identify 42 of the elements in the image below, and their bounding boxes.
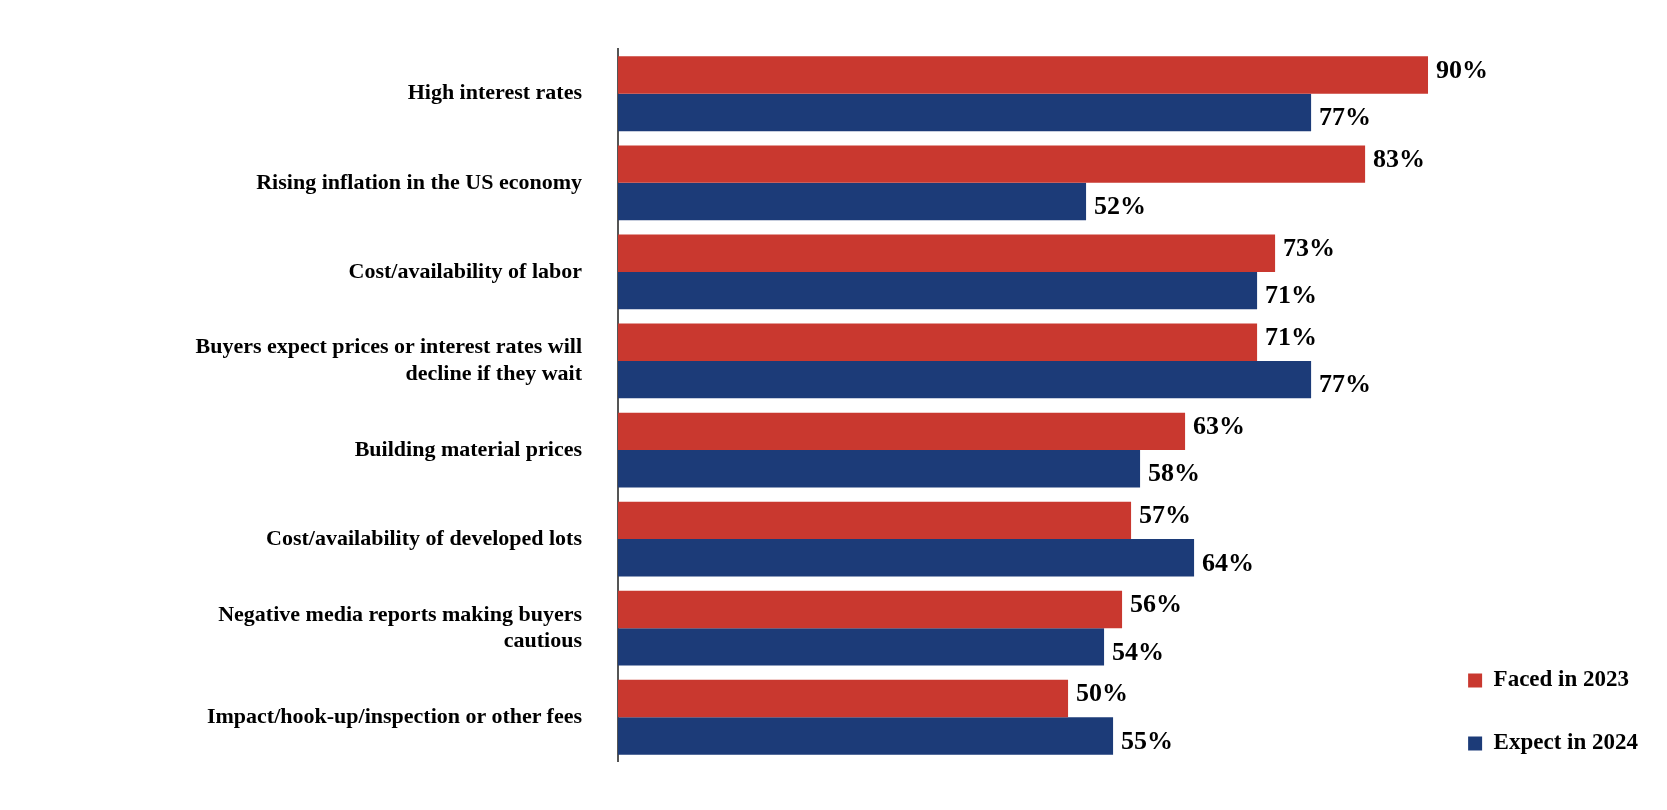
data-label: 64% (1202, 547, 1255, 577)
data-label: 58% (1148, 458, 1201, 488)
bar (618, 271, 1258, 310)
data-label: 90% (1436, 54, 1489, 84)
data-label: 50% (1076, 678, 1129, 708)
data-label: 56% (1130, 589, 1183, 619)
bar (618, 323, 1258, 361)
y-tick-label: Impact/hook-up/inspection or other fees (206, 702, 583, 728)
data-label: 55% (1121, 725, 1174, 755)
y-tick-label: Rising inflation in the US economy (256, 168, 582, 194)
data-label: 71% (1265, 280, 1318, 310)
bar (618, 234, 1276, 272)
y-tick-label: Cost/availability of labor (348, 257, 583, 283)
data-label: 73% (1283, 232, 1336, 262)
legend-label: Expect in 2024 (1493, 729, 1639, 755)
y-tick-label: High interest rates (407, 79, 583, 105)
data-label: 57% (1139, 500, 1192, 530)
bar (618, 93, 1312, 132)
y-tick-label: Negative media reports making buyers cautious (218, 600, 583, 653)
bar (618, 501, 1132, 540)
bar (618, 590, 1123, 629)
y-tick-label: Cost/availability of developed lots (266, 524, 583, 550)
bar (618, 182, 1087, 221)
bar (618, 450, 1141, 488)
data-label: 54% (1112, 636, 1165, 666)
bar (618, 145, 1366, 183)
data-label: 77% (1319, 369, 1372, 399)
bar (618, 360, 1312, 399)
bar (618, 56, 1429, 94)
bar (618, 539, 1195, 577)
data-label: 77% (1319, 102, 1372, 132)
bar (618, 717, 1114, 755)
data-label: 52% (1094, 191, 1147, 221)
data-label: 83% (1373, 143, 1426, 173)
bar (618, 412, 1186, 451)
y-tick-label: Buyers expect prices or interest rates will decline if they wait (195, 333, 583, 385)
bar (618, 628, 1105, 666)
bar (618, 679, 1069, 718)
data-label: 63% (1193, 411, 1246, 441)
data-label: 71% (1265, 321, 1318, 351)
legend-label: Faced in 2023 (1493, 666, 1630, 692)
y-tick-label: Building material prices (354, 435, 583, 461)
